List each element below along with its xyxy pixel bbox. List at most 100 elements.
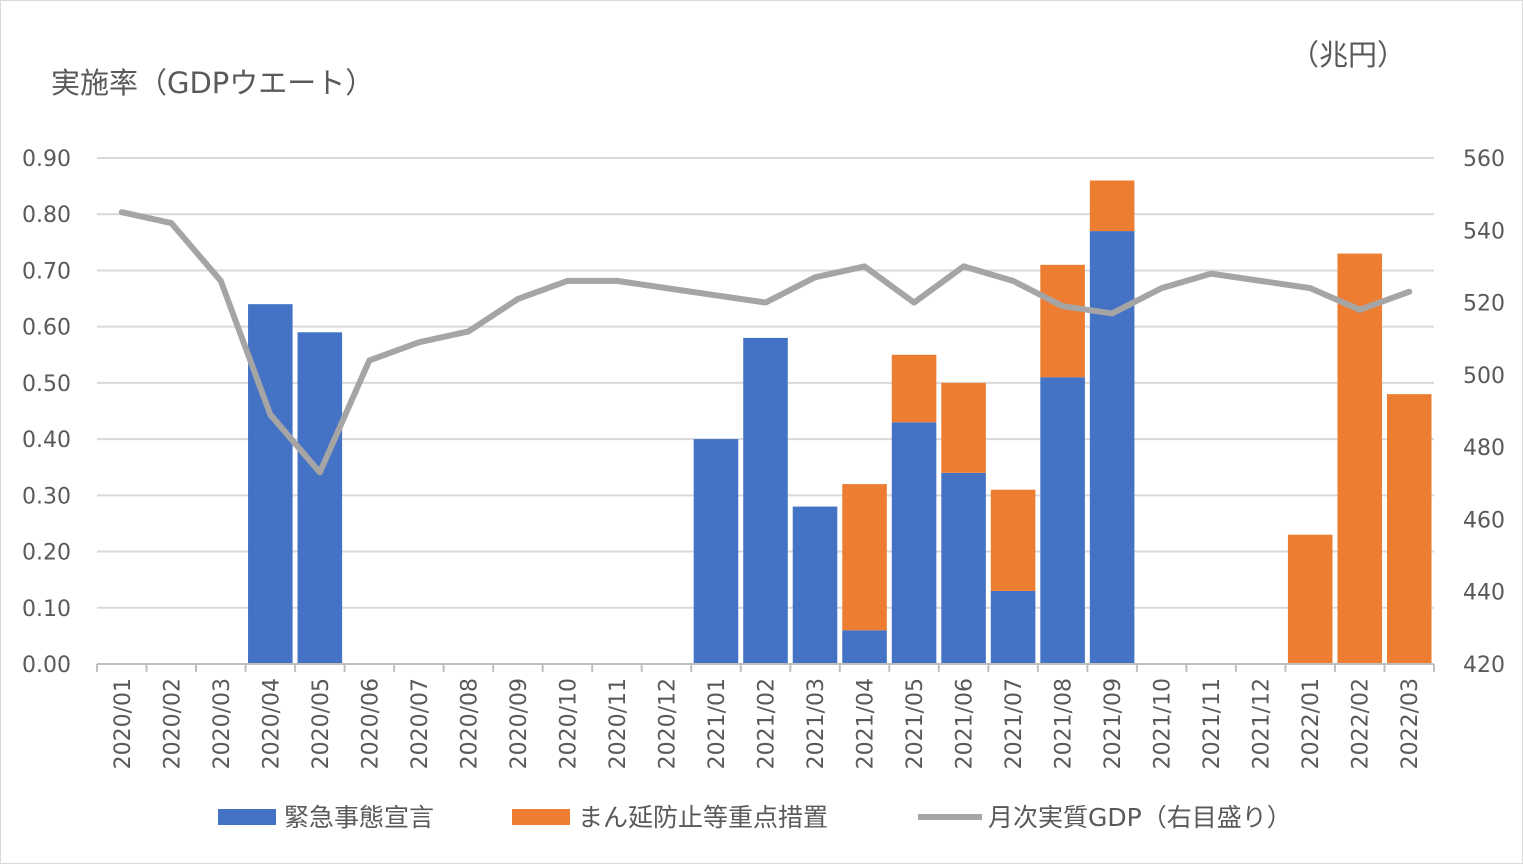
bar <box>941 472 986 664</box>
y-right-tick-label: 420 <box>1463 653 1505 678</box>
bar <box>743 337 788 664</box>
bar <box>842 630 887 664</box>
gdp-point <box>1259 279 1263 283</box>
y-left-tick-label: 0.60 <box>22 316 71 341</box>
bar <box>1040 264 1085 378</box>
x-tick-label: 2021/02 <box>755 678 780 769</box>
legend-label: まん延防止等重点措置 <box>578 803 828 832</box>
y-right-title: （兆円） <box>1290 38 1406 72</box>
gdp-point <box>764 301 767 305</box>
legend-label: 月次実質GDP（右目盛り） <box>988 803 1292 832</box>
y-left-tick-label: 0.70 <box>22 259 71 284</box>
y-left-tick-label: 0.50 <box>22 372 71 397</box>
bar <box>248 304 293 664</box>
y-left-tick-label: 0.00 <box>22 653 71 678</box>
legend-label: 緊急事態宣言 <box>284 803 434 832</box>
gdp-point <box>714 293 718 297</box>
bar <box>1089 180 1135 232</box>
gdp-point <box>516 297 520 301</box>
x-tick-label: 2020/01 <box>111 678 136 769</box>
x-tick-label: 2021/08 <box>1052 678 1077 769</box>
axes: 0.00 0.10 0.20 0.30 0.40 0.50 0.60 0.70 0.80 0.90… <box>22 147 1505 769</box>
bar <box>990 590 1036 664</box>
bar <box>693 439 739 664</box>
gdp-point <box>318 470 322 474</box>
y-right-tick-label: 460 <box>1463 508 1505 533</box>
gdp-point <box>1407 290 1411 294</box>
bar <box>941 382 986 473</box>
gdp-point <box>120 210 124 214</box>
legend: 緊急事態宣言 まん延防止等重点措置 月次実質GDP（右目盛り） <box>218 803 1292 832</box>
gdp-point <box>1308 286 1312 290</box>
gdp-point <box>962 264 966 268</box>
x-tick-label: 2022/01 <box>1299 678 1324 769</box>
bar <box>297 332 343 664</box>
bar <box>1386 394 1432 664</box>
x-tick-label: 2021/09 <box>1101 678 1126 769</box>
y-right-tick-label: 540 <box>1463 219 1505 244</box>
x-tick-label: 2021/03 <box>804 678 829 769</box>
bar <box>990 489 1036 591</box>
gdp-point <box>1011 279 1015 283</box>
gdp-point <box>863 264 867 268</box>
x-tick-label: 2021/05 <box>903 678 928 769</box>
legend-swatch <box>512 809 570 825</box>
y-right-tick-label: 520 <box>1463 292 1505 317</box>
y-right-tick-label: 560 <box>1463 147 1505 172</box>
gdp-point <box>1358 308 1362 312</box>
y-right-tick-label: 440 <box>1463 581 1505 606</box>
x-tick-label: 2020/10 <box>556 678 581 769</box>
x-tick-label: 2022/03 <box>1398 678 1423 769</box>
x-tick-label: 2020/06 <box>358 678 383 769</box>
gdp-point <box>615 279 619 283</box>
x-tick-label: 2021/07 <box>1002 678 1027 769</box>
x-tick-label: 2020/08 <box>457 678 482 769</box>
bar <box>792 506 838 664</box>
y-left-tick-label: 0.20 <box>22 541 71 566</box>
bar <box>1040 377 1085 664</box>
bar <box>891 354 937 423</box>
gdp-point <box>664 286 668 290</box>
y-left-tick-label: 0.90 <box>22 147 71 172</box>
bar <box>1287 534 1333 664</box>
y-left-tick-label: 0.40 <box>22 428 71 453</box>
x-tick-label: 2021/10 <box>1151 678 1176 769</box>
x-tick-label: 2020/11 <box>606 678 631 769</box>
x-tick-label: 2022/02 <box>1349 678 1374 769</box>
y-left-tick-label: 0.30 <box>22 484 71 509</box>
x-tick-label: 2020/05 <box>309 678 334 769</box>
x-tick-label: 2020/03 <box>210 678 235 769</box>
x-tick-label: 2020/09 <box>507 678 532 769</box>
bar <box>1337 253 1383 665</box>
gdp-point <box>1160 286 1164 290</box>
x-tick-label: 2021/01 <box>705 678 730 769</box>
gdp-point <box>268 413 272 417</box>
x-tick-label: 2020/02 <box>160 678 185 769</box>
gdp-point <box>912 301 916 305</box>
bar <box>891 422 937 664</box>
bar <box>842 484 887 631</box>
gdp-point <box>1110 311 1114 315</box>
y-right-tick-label: 500 <box>1463 364 1505 389</box>
bars <box>248 180 1432 665</box>
y-left-tick-label: 0.10 <box>22 597 71 622</box>
gdp-point <box>1209 272 1213 276</box>
legend-swatch <box>218 809 276 825</box>
gdp-point <box>169 221 173 225</box>
y-left-title: 実施率（GDPウエート） <box>51 66 374 100</box>
x-tick-label: 2020/12 <box>655 678 680 769</box>
x-tick-label: 2021/12 <box>1250 678 1275 769</box>
bar <box>1089 231 1135 665</box>
gdp-line <box>118 209 1413 476</box>
x-tick-label: 2021/11 <box>1200 678 1225 769</box>
gdp-point <box>367 358 371 362</box>
x-tick-label: 2021/06 <box>953 678 978 769</box>
x-tick-label: 2020/07 <box>408 678 433 769</box>
gdp-point <box>565 279 569 283</box>
y-right-tick-label: 480 <box>1463 436 1505 461</box>
gdp-point <box>466 329 470 333</box>
y-left-tick-label: 0.80 <box>22 203 71 228</box>
gdp-point <box>417 340 421 344</box>
